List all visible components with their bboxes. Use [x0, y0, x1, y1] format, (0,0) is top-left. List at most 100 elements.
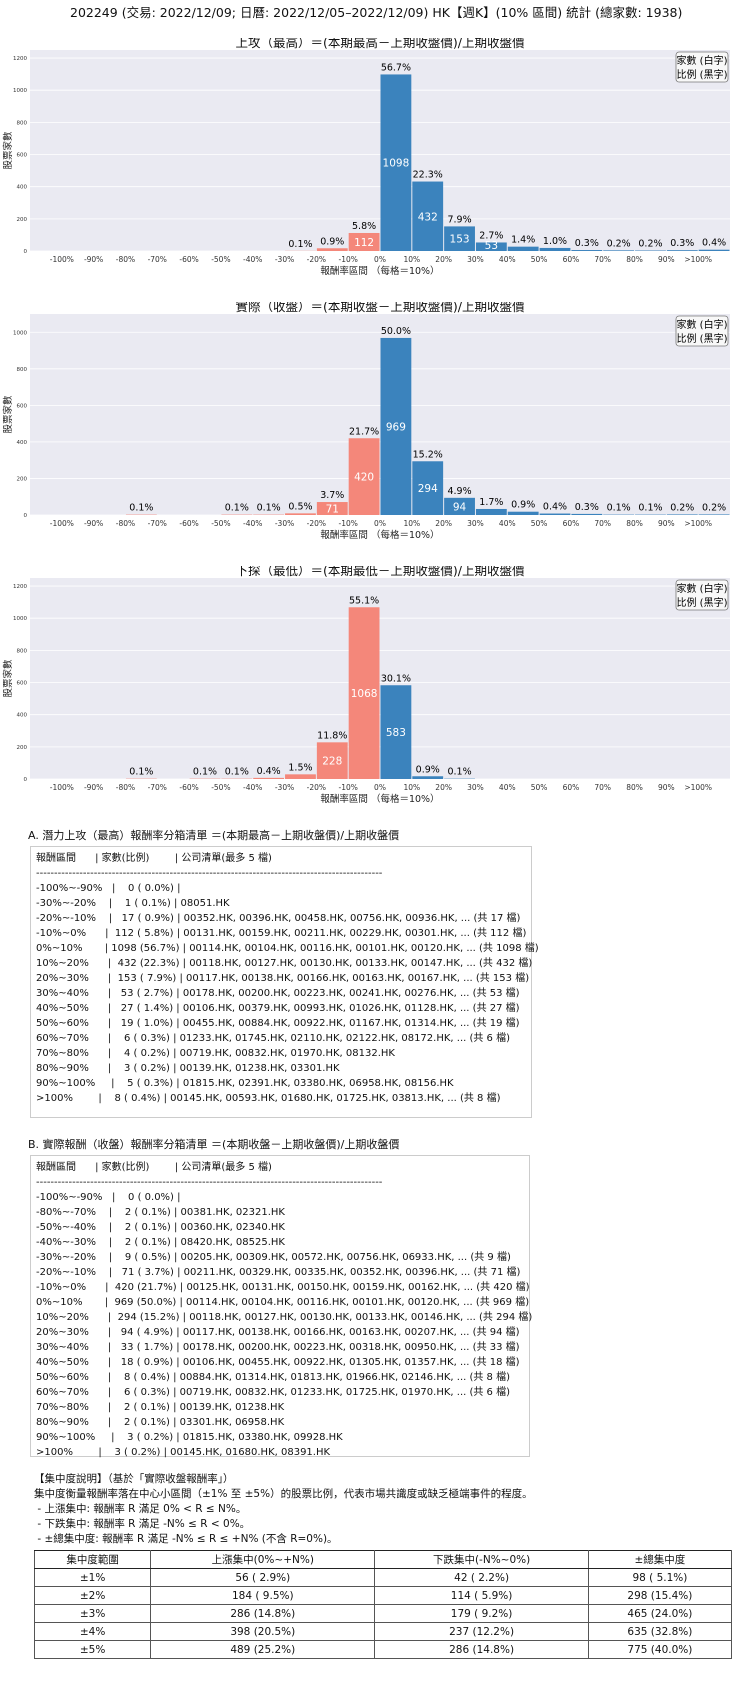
y-tick-label: 0 [24, 513, 28, 519]
list-row: -40%~-30% | 2 ( 0.1%) | 08420.HK, 08525.… [36, 1237, 285, 1248]
note-line: - 下跌集中: 報酬率 R 滿足 -N% ≤ R < 0%。 [34, 1518, 251, 1530]
legend-line-2: 比例 (黑字) [677, 596, 728, 609]
x-tick-label: -10% [338, 519, 357, 528]
table-cell: 286 (14.8%) [374, 1640, 589, 1659]
x-tick-label: -90% [84, 783, 103, 792]
x-tick-label: 80% [626, 519, 643, 528]
x-tick-label: 0% [374, 783, 386, 792]
x-tick-label: -70% [148, 255, 167, 264]
x-axis-label: 報酬率區間 （每格＝10%） [320, 529, 439, 541]
x-tick-label: 80% [626, 783, 643, 792]
bar-pct-label: 0.2% [638, 239, 662, 250]
list-row: 50%~60% | 8 ( 0.4%) | 00884.HK, 01314.HK… [36, 1372, 511, 1383]
bar-pct-label: 1.5% [288, 762, 312, 773]
bar [698, 249, 730, 251]
bar-pct-label: 7.9% [447, 214, 471, 225]
bar-count-label: 432 [418, 211, 438, 223]
y-tick-label: 1000 [13, 330, 27, 336]
table-cell: 98 ( 5.1%) [587, 1568, 733, 1587]
list-row: 0%~10% | 1098 (56.7%) | 00114.HK, 00104.… [36, 943, 539, 954]
chart-low: 0 200 400 600 800 1000 1200 下探（最低）＝(本期最低－上期收盤價)… [2, 566, 730, 805]
bar-pct-label: 55.1% [349, 595, 379, 606]
bar-count-label: 94 [453, 501, 467, 513]
x-tick-label: -90% [84, 519, 103, 528]
x-tick-label: 50% [531, 783, 548, 792]
bar [348, 607, 380, 779]
x-tick-label: -20% [307, 519, 326, 528]
chart-title: 上攻（最高）＝(本期最高－上期收盤價)/上期收盤價 [236, 38, 525, 50]
y-axis-label: 股票家數 [2, 131, 14, 170]
table-header-cell: 上漲集中(0%~+N%) [150, 1550, 376, 1569]
legend-line-2: 比例 (黑字) [677, 68, 728, 81]
x-tick-label: 70% [594, 519, 611, 528]
x-tick-label: >100% [684, 519, 712, 528]
y-tick-label: 600 [17, 403, 28, 409]
x-tick-label: 90% [658, 255, 675, 264]
bar-pct-label: 11.8% [317, 730, 347, 741]
bar-pct-label: 0.1% [225, 767, 249, 778]
table-cell: ±5% [33, 1640, 152, 1659]
bar [539, 513, 571, 515]
x-tick-label: -90% [84, 255, 103, 264]
y-tick-label: 800 [17, 648, 28, 654]
bar-count-label: 71 [326, 504, 339, 516]
y-tick-label: 800 [17, 367, 28, 373]
bar [666, 250, 698, 251]
legend-line-1: 家數 (白字) [677, 318, 728, 331]
bar-count-label: 969 [386, 421, 406, 433]
legend-line-2: 比例 (黑字) [677, 332, 728, 345]
section-b-title: B. 實際報酬（收盤）報酬率分箱清單 ＝(本期收盤－上期收盤價)/上期收盤價 [28, 1138, 400, 1151]
table-row: ±4% 398 (20.5%) 237 (12.2%) 635 (32.8%) [33, 1622, 733, 1641]
x-tick-label: 90% [658, 783, 675, 792]
list-row: 40%~50% | 27 ( 1.4%) | 00106.HK, 00379.H… [36, 1003, 520, 1014]
x-tick-label: -80% [116, 783, 135, 792]
y-tick-label: 600 [17, 681, 28, 687]
list-row: 50%~60% | 19 ( 1.0%) | 00455.HK, 00884.H… [36, 1018, 520, 1029]
bar [316, 248, 348, 251]
x-tick-label: -100% [50, 783, 74, 792]
x-tick-label: 10% [403, 519, 420, 528]
table-cell: ±2% [33, 1586, 152, 1605]
list-row: 60%~70% | 6 ( 0.3%) | 00719.HK, 00832.HK… [36, 1387, 511, 1398]
bar-pct-label: 21.7% [349, 426, 379, 437]
y-axis-label: 股票家數 [2, 395, 14, 434]
bar-count-label: 1098 [383, 158, 410, 170]
chart-close: 0 200 400 600 800 1000 實際（收盤）＝(本期收盤－上期收盤價)/上期收… [2, 302, 730, 541]
bar-pct-label: 0.1% [257, 503, 281, 514]
x-tick-label: 0% [374, 255, 386, 264]
x-tick-label: 40% [499, 519, 516, 528]
bar [348, 232, 380, 251]
bar [539, 247, 571, 251]
bar-count-label: 153 [450, 234, 470, 246]
bar [475, 508, 507, 515]
y-tick-label: 1200 [13, 56, 27, 62]
table-cell: 184 ( 9.5%) [150, 1586, 376, 1605]
bar-pct-label: 0.3% [575, 502, 599, 513]
bar-pct-label: 1.7% [479, 497, 503, 508]
bar-count-label: 420 [354, 472, 374, 484]
x-tick-label: 60% [563, 783, 580, 792]
y-tick-label: 800 [17, 120, 28, 126]
table-row: ±2% 184 ( 9.5%) 114 ( 5.9%) 298 (15.4%) [33, 1586, 733, 1605]
table-cell: ±1% [33, 1568, 152, 1587]
list-row: 20%~30% | 153 ( 7.9%) | 00117.HK, 00138.… [36, 973, 530, 984]
bar-pct-label: 22.3% [413, 170, 443, 181]
bar-pct-label: 0.9% [511, 500, 535, 511]
x-tick-label: -50% [211, 783, 230, 792]
x-tick-label: -60% [179, 519, 198, 528]
table-cell: 298 (15.4%) [587, 1586, 733, 1605]
chart-high: 0 200 400 600 800 1000 1200 上攻（最高）＝(本期最高－上期收盤價)… [2, 38, 730, 277]
plot-area [30, 314, 730, 515]
list-row: 90%~100% | 3 ( 0.2%) | 01815.HK, 03380.H… [36, 1432, 343, 1443]
bar [348, 438, 380, 515]
bar [412, 461, 444, 515]
list-row: 80%~90% | 2 ( 0.1%) | 03301.HK, 06958.HK [36, 1417, 285, 1428]
table-cell: ±4% [33, 1622, 152, 1641]
x-tick-label: -70% [148, 783, 167, 792]
bar-pct-label: 0.4% [702, 238, 726, 249]
bar-count-label: 1068 [351, 688, 378, 700]
y-axis-label: 股票家數 [2, 659, 14, 698]
x-tick-label: 10% [403, 783, 420, 792]
bar [316, 502, 348, 515]
bar-pct-label: 1.0% [543, 236, 567, 247]
